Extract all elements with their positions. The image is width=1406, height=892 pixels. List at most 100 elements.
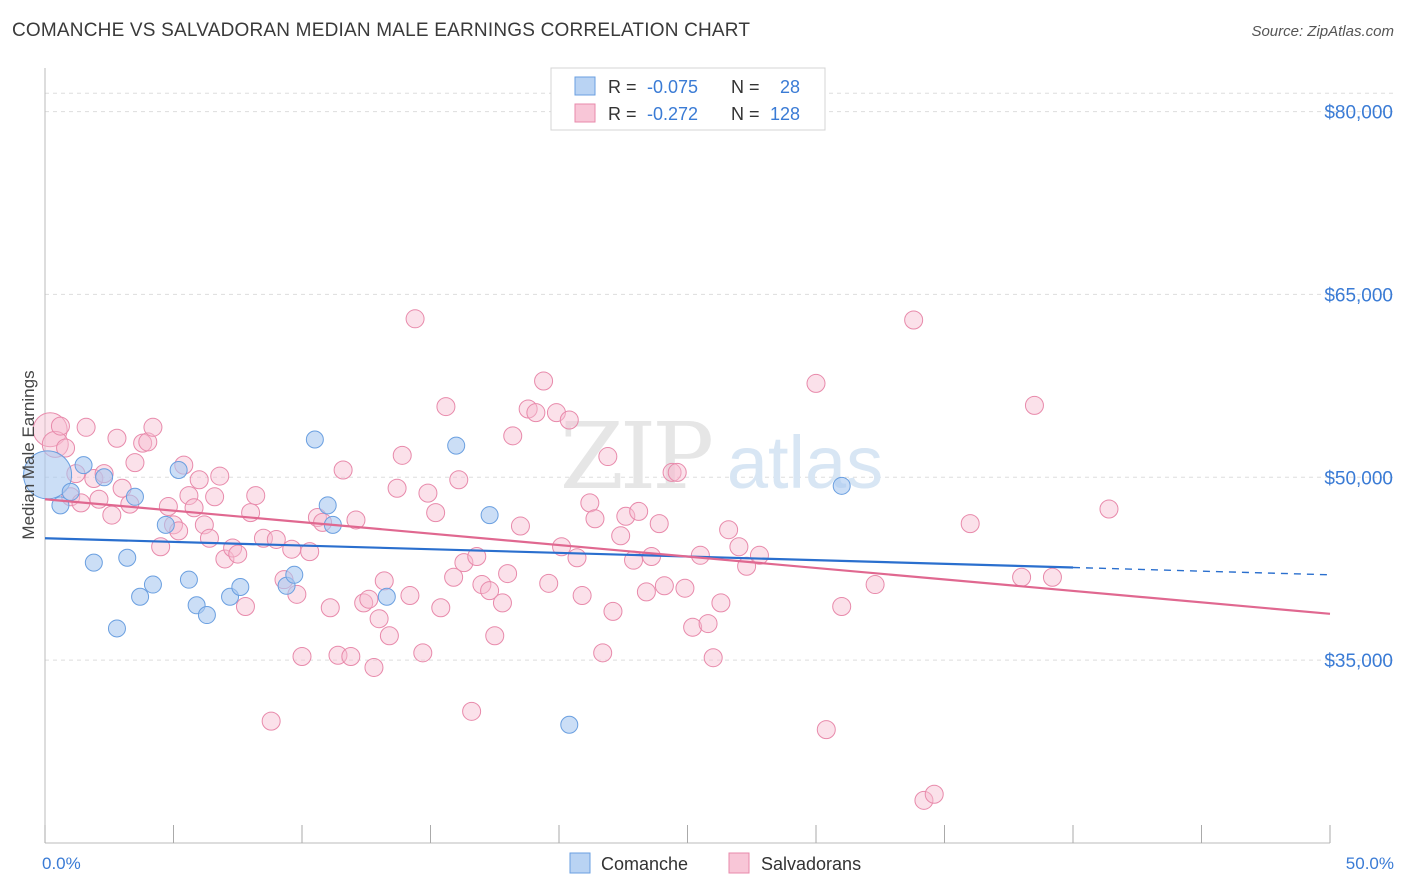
legend-comanche-swatch	[569, 852, 591, 874]
salvadoran-point	[629, 501, 649, 521]
salvadoran-point	[158, 497, 178, 517]
salvadoran-point	[444, 567, 464, 587]
salvadoran-point	[364, 657, 384, 677]
salvadoran-n-label: N =	[731, 104, 760, 124]
salvadoran-point	[806, 373, 826, 393]
x-tick-label-max: 50.0%	[1346, 854, 1394, 873]
salvadoran-point	[261, 711, 281, 731]
salvadoran-point	[107, 428, 127, 448]
salvadoran-point	[832, 597, 852, 617]
salvadoran-point	[683, 617, 703, 637]
salvadoran-point	[76, 417, 96, 437]
salvadoran-point	[636, 582, 656, 602]
salvadoran-point	[199, 528, 219, 548]
salvadoran-point	[559, 410, 579, 430]
comanche-point	[480, 506, 499, 525]
salvadoran-point	[379, 626, 399, 646]
comanche-point	[125, 487, 144, 506]
salvadoran-point	[359, 589, 379, 609]
comanche-point	[143, 575, 162, 594]
y-tick-label: $80,000	[1324, 103, 1393, 124]
salvadoran-point	[816, 720, 836, 740]
comanche-point	[560, 715, 579, 734]
salvadoran-point	[924, 784, 944, 804]
salvadoran-point	[675, 578, 695, 598]
salvadoran-n-value: 128	[770, 104, 800, 124]
y-tick-label: $65,000	[1324, 285, 1393, 306]
salvadoran-point	[215, 549, 235, 569]
salvadoran-point	[703, 648, 723, 668]
salvadoran-point	[510, 516, 530, 536]
salvadoran-point	[580, 493, 600, 513]
legend-comanche-label: Comanche	[601, 854, 688, 874]
salvadoran-point	[611, 526, 631, 546]
comanche-point	[95, 468, 114, 487]
salvadoran-point	[102, 505, 122, 525]
salvadoran-point	[904, 310, 924, 330]
salvadoran-point	[649, 514, 669, 534]
comanche-point	[107, 619, 126, 638]
salvadoran-point	[914, 790, 934, 810]
salvadoran-point	[300, 542, 320, 562]
salvadoran-point	[426, 503, 446, 523]
comanche-point	[832, 476, 851, 495]
salvadoran-point	[246, 486, 266, 506]
salvadoran-point	[374, 571, 394, 591]
comanche-trend-line	[44, 537, 1074, 569]
salvadoran-point	[405, 309, 425, 329]
salvadoran-point	[282, 539, 302, 559]
salvadoran-point	[729, 537, 749, 557]
comanche-point	[318, 496, 337, 515]
y-tick-labels: $35,000 $50,000 $65,000 $80,000	[1324, 103, 1393, 673]
salvadoran-point	[567, 548, 587, 568]
salvadoran-point	[228, 544, 248, 564]
comanche-point	[61, 482, 80, 501]
salvadoran-point	[603, 601, 623, 621]
salvadoran-point	[593, 643, 613, 663]
salvadoran-point	[179, 486, 199, 506]
stats-legend: R = -0.075 N = 28 R = -0.272 N = 128	[550, 67, 826, 131]
salvadoran-point	[498, 564, 518, 584]
salvadoran-point	[749, 545, 769, 565]
salvadoran-point	[50, 416, 70, 436]
salvadoran-point	[346, 510, 366, 530]
salvadoran-point	[698, 614, 718, 634]
salvadoran-point	[354, 593, 374, 613]
comanche-r-value: -0.075	[647, 77, 698, 97]
salvadoran-point	[449, 470, 469, 490]
salvadoran-point	[654, 576, 674, 596]
watermark: ZIP atlas	[560, 403, 883, 510]
salvadoran-point	[492, 593, 512, 613]
salvadoran-point	[662, 462, 682, 482]
salvadoran-point	[143, 417, 163, 437]
salvadoran-point	[667, 462, 687, 482]
watermark-zip: ZIP	[560, 403, 711, 510]
watermark-atlas: atlas	[727, 421, 883, 504]
comanche-n-value: 28	[780, 77, 800, 97]
salvadoran-point	[572, 586, 592, 606]
comanche-point	[231, 578, 250, 596]
comanche-r-label: R =	[608, 77, 637, 97]
salvadorans-points	[32, 309, 1119, 810]
salvadoran-point	[138, 432, 158, 452]
salvadoran-point	[462, 701, 482, 721]
salvadoran-point	[235, 597, 255, 617]
salvadoran-point	[387, 478, 407, 498]
salvadoran-point	[467, 547, 487, 567]
salvadoran-point	[125, 453, 145, 473]
salvadoran-point	[719, 520, 739, 540]
salvadoran-point	[333, 460, 353, 480]
salvadoran-point	[472, 575, 492, 595]
comanche-point	[169, 460, 188, 479]
salvadoran-point	[210, 466, 230, 486]
salvadoran-point	[400, 586, 420, 606]
y-tick-label: $50,000	[1324, 468, 1393, 489]
comanche-point	[377, 587, 396, 606]
salvadoran-point	[418, 483, 438, 503]
series-legend: Comanche Salvadorans	[569, 852, 861, 874]
comanche-point	[118, 548, 137, 567]
salvadoran-point	[960, 514, 980, 534]
legend-salvadorans-label: Salvadorans	[761, 854, 861, 874]
y-tick-label: $35,000	[1324, 651, 1393, 672]
salvadoran-point	[1042, 567, 1062, 587]
